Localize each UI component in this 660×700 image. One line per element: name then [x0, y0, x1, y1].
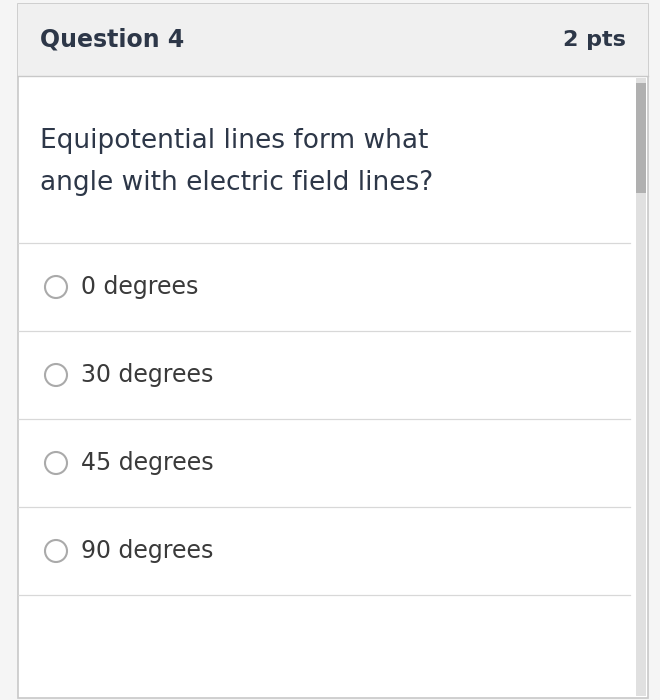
Text: 30 degrees: 30 degrees — [81, 363, 213, 387]
Text: 90 degrees: 90 degrees — [81, 539, 213, 563]
Text: 45 degrees: 45 degrees — [81, 451, 214, 475]
Bar — [18, 4, 648, 76]
Text: Question 4: Question 4 — [40, 28, 184, 52]
Text: 2 pts: 2 pts — [563, 30, 626, 50]
Text: Equipotential lines form what: Equipotential lines form what — [40, 128, 428, 154]
Text: angle with electric field lines?: angle with electric field lines? — [40, 170, 433, 196]
Text: 0 degrees: 0 degrees — [81, 275, 199, 299]
Bar — [636, 78, 646, 696]
Bar — [636, 83, 646, 193]
